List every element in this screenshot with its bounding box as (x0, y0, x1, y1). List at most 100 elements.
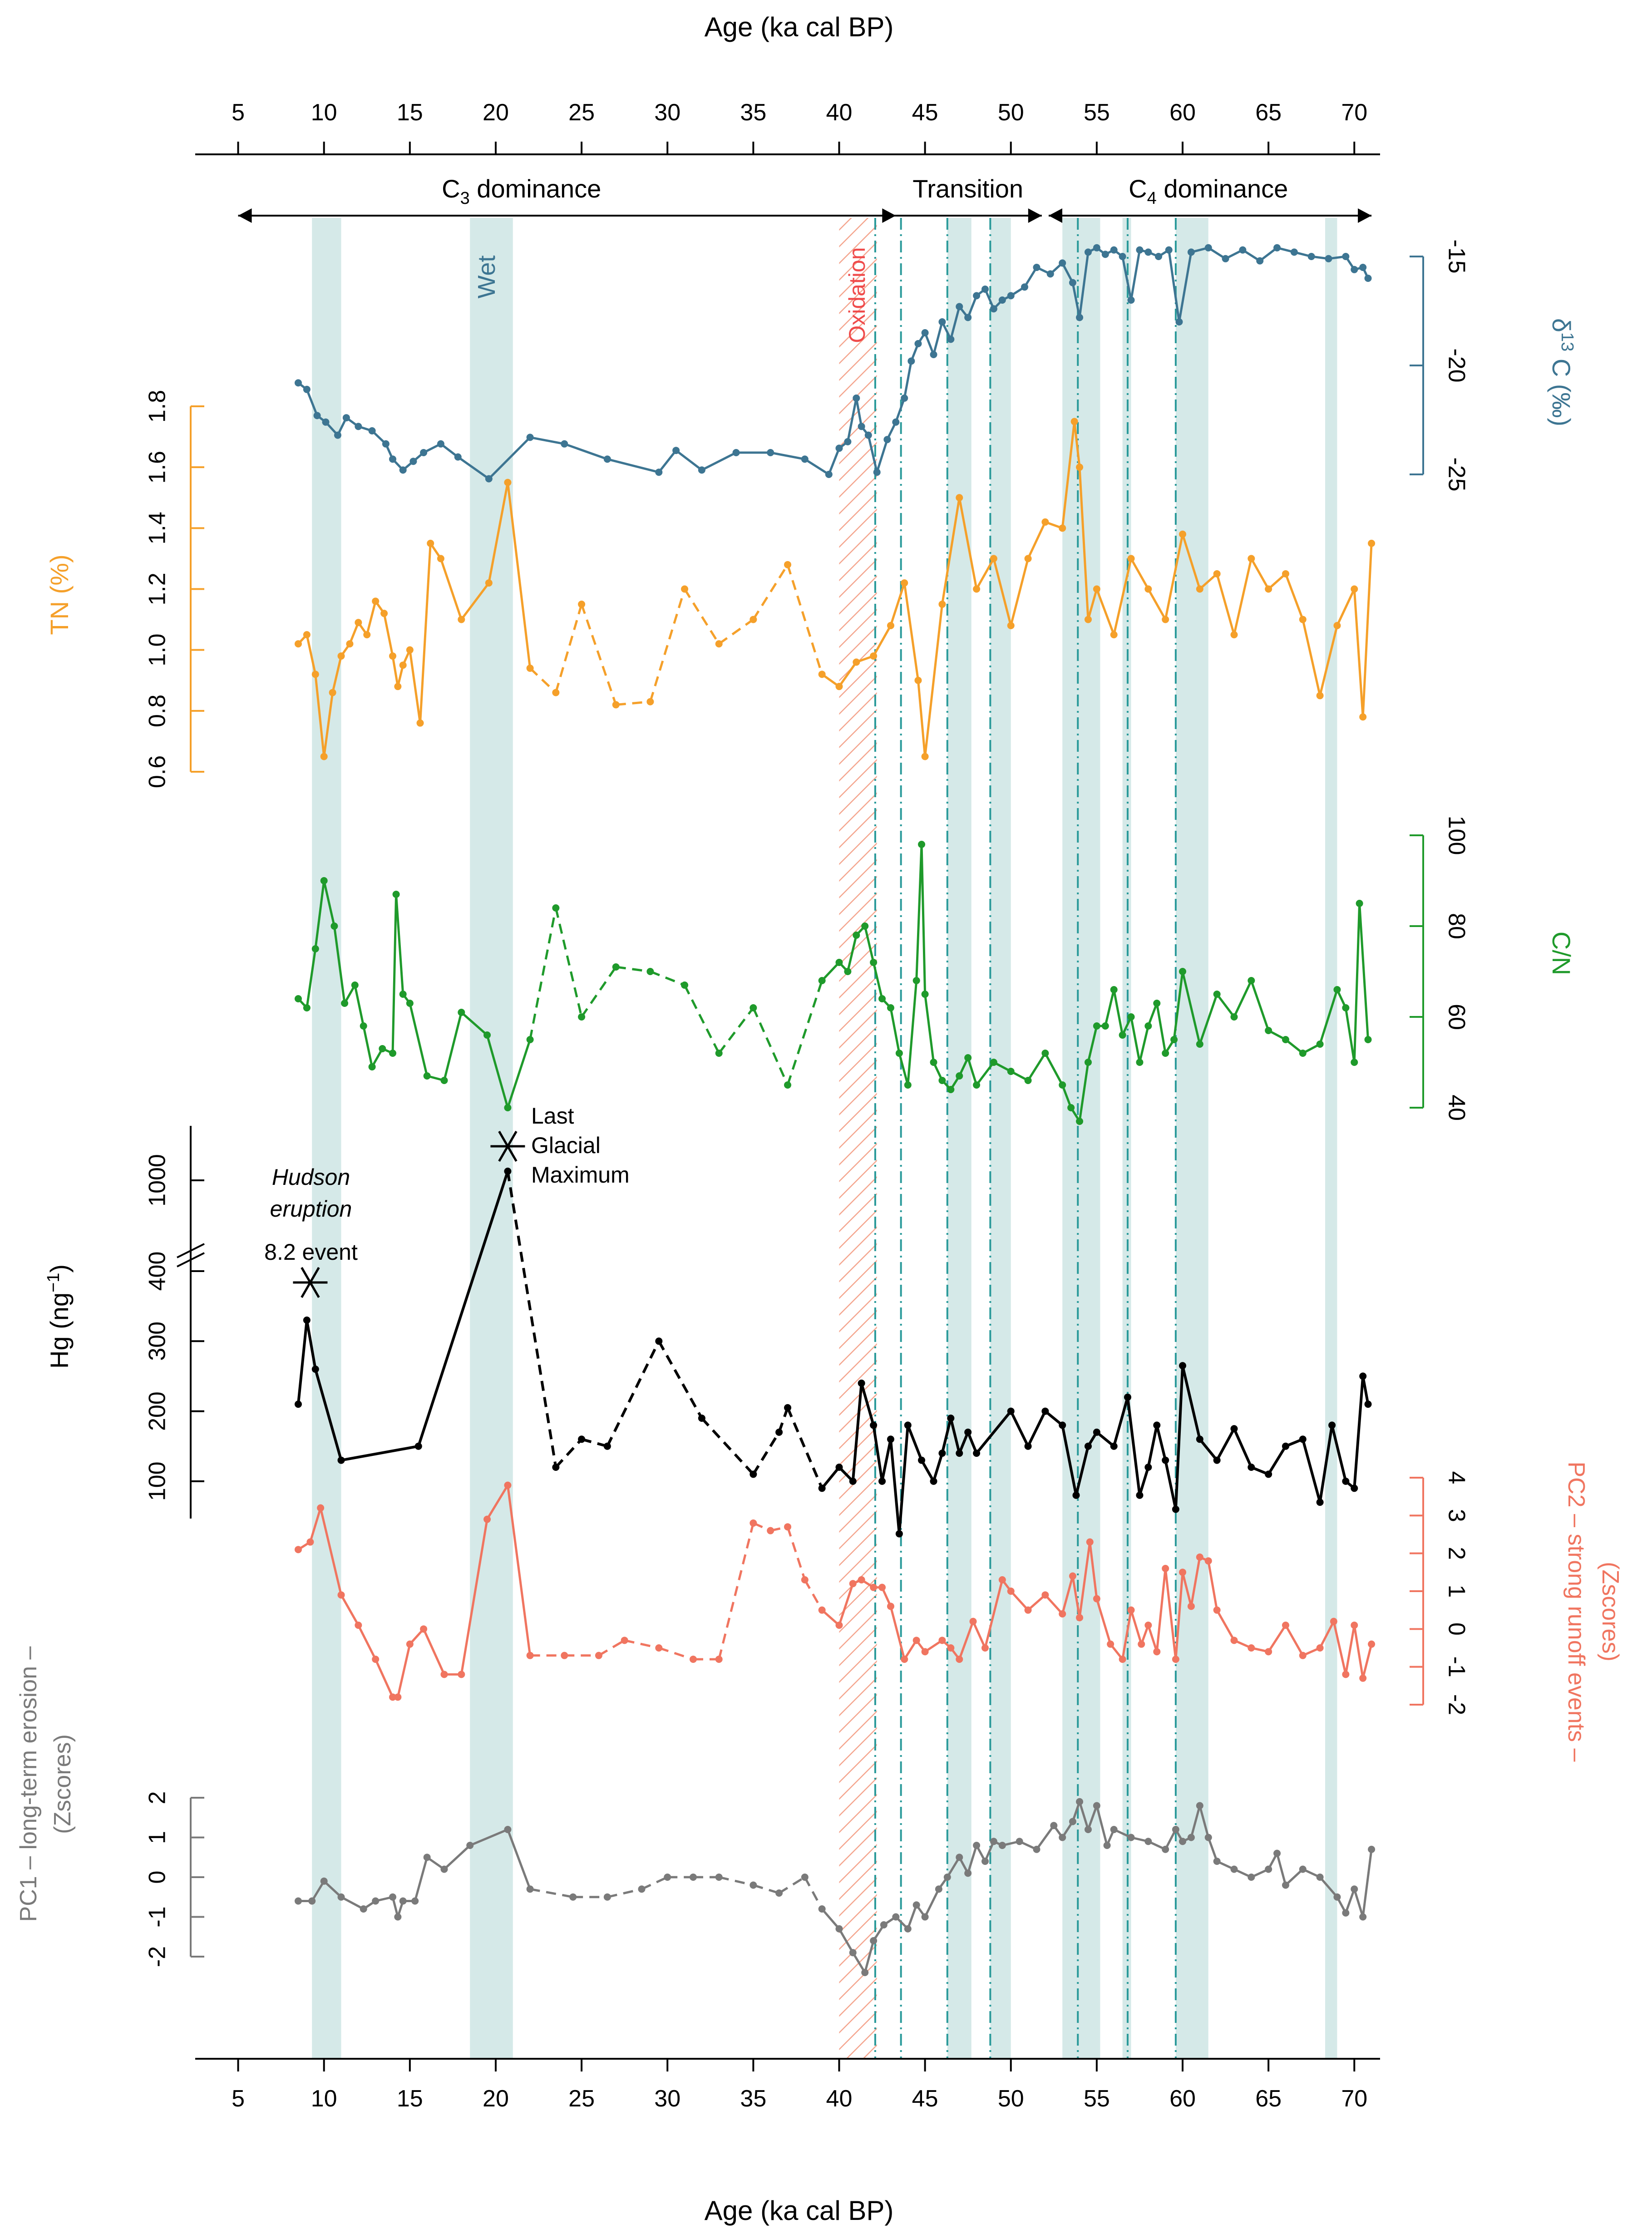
series-0-point (1239, 246, 1247, 254)
series-5-point (1196, 1802, 1203, 1810)
series-5-point (973, 1842, 981, 1849)
series-4-segment (374, 1658, 394, 1698)
series-5-point (399, 1897, 407, 1905)
series-0-point (1059, 259, 1066, 267)
series-1-segment (419, 543, 432, 723)
series-4-segment (340, 1594, 360, 1626)
series-2-point (947, 1086, 955, 1093)
series-4-point (887, 1603, 894, 1610)
series-1-point (870, 652, 878, 660)
series-5-point (664, 1874, 671, 1881)
series-2-point (1084, 1059, 1092, 1066)
top-x-tick-label-70: 70 (1341, 99, 1367, 126)
series-5-segment (778, 1876, 806, 1894)
series-5-point (1342, 1909, 1350, 1917)
series-0-point (858, 423, 865, 430)
series-0-point (1175, 318, 1183, 325)
series-1-point (835, 683, 843, 690)
series-1-segment (1087, 588, 1098, 620)
series-1-segment (752, 564, 789, 620)
series-1-point (1368, 539, 1376, 547)
series-0-segment (564, 443, 608, 460)
series-1-segment (1284, 573, 1304, 620)
series-3-point (973, 1450, 981, 1457)
series-3-point (878, 1477, 886, 1485)
series-4-point (1076, 1614, 1084, 1622)
series-2-point (1248, 977, 1255, 984)
series-2-segment (507, 1039, 531, 1108)
pc1-axis-label-2: (Zscores) (49, 1734, 76, 1834)
wet-band-3 (990, 218, 1011, 2059)
y-tick-label-1-1.0: 1.0 (144, 634, 171, 666)
series-0-point (732, 449, 740, 456)
series-2-point (294, 995, 302, 1002)
series-3-point (1364, 1401, 1372, 1408)
top-x-tick-label-25: 25 (568, 99, 595, 126)
series-2-segment (616, 966, 651, 973)
series-5-segment (907, 1904, 918, 1929)
series-2-segment (581, 966, 617, 1018)
series-0-segment (457, 456, 490, 480)
series-4-point (1351, 1622, 1358, 1629)
series-1-point (973, 585, 981, 593)
series-3-segment (1318, 1425, 1334, 1503)
series-4-point (1107, 1640, 1114, 1648)
series-3-point (552, 1464, 560, 1471)
series-1-segment (580, 604, 617, 705)
series-2-point (990, 1059, 997, 1066)
series-1-segment (917, 680, 927, 757)
series-3-segment (851, 1383, 863, 1482)
series-5-point (526, 1885, 534, 1893)
series-5-point (1084, 1826, 1092, 1833)
series-5-segment (1087, 1805, 1098, 1830)
series-3-segment (417, 1171, 509, 1447)
series-1-point (914, 676, 922, 684)
bottom-x-tick-label-25: 25 (568, 2086, 595, 2112)
series-4-point (1086, 1538, 1094, 1546)
series-3-point (918, 1456, 926, 1464)
series-1-segment (331, 656, 342, 693)
series-2-segment (306, 948, 317, 1008)
series-1-point (1093, 585, 1100, 593)
series-4-point (420, 1625, 428, 1633)
series-3-segment (1095, 1431, 1115, 1448)
series-2-point (1316, 1041, 1324, 1048)
period-label-0: C3 dominance (442, 174, 601, 208)
series-0-segment (1121, 256, 1132, 301)
series-0-point (1307, 253, 1315, 260)
series-2-point (526, 1036, 534, 1043)
series-2-point (1024, 1077, 1032, 1084)
series-3-segment (1155, 1425, 1167, 1461)
series-5-point (943, 1874, 951, 1881)
series-2-point (1101, 1022, 1109, 1030)
series-5-point (411, 1897, 419, 1905)
series-0-segment (658, 449, 677, 473)
series-5-point (372, 1897, 380, 1905)
y-tick-label-4--2: -2 (1443, 1694, 1470, 1715)
series-1-point (750, 616, 757, 623)
series-4-point (337, 1591, 345, 1599)
series-2-segment (863, 926, 875, 963)
series-0-point (485, 475, 493, 483)
series-1-point (1351, 585, 1358, 593)
series-0-point (1127, 296, 1135, 304)
series-1-point (380, 610, 388, 617)
series-5-point (964, 1869, 972, 1877)
series-3-point (938, 1450, 946, 1457)
series-0-point (930, 351, 937, 358)
series-1-point (355, 619, 362, 626)
series-3-point (1213, 1456, 1221, 1464)
series-0-point (938, 318, 946, 325)
series-5-segment (863, 1940, 875, 1973)
series-1-segment (924, 604, 943, 757)
series-5-point (1333, 1893, 1341, 1901)
series-5-segment (1276, 1853, 1287, 1886)
series-3-segment (1026, 1410, 1047, 1447)
y-tick-label-4-2: 2 (1443, 1547, 1470, 1560)
series-3-segment (1010, 1410, 1030, 1447)
series-3-point (904, 1421, 912, 1429)
series-5-point (689, 1874, 697, 1881)
series-1-segment (941, 497, 961, 605)
series-1-segment (529, 667, 557, 694)
lgm-label-3: Maximum (531, 1162, 630, 1188)
